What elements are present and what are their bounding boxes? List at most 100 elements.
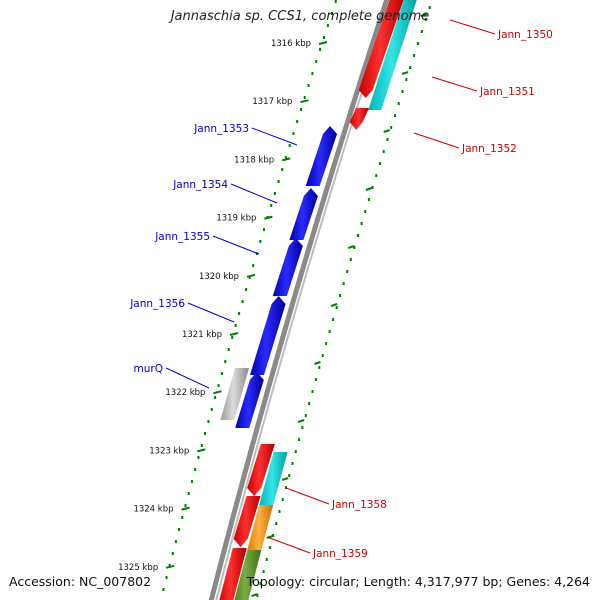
gene-jann-1359-hit bbox=[247, 505, 274, 550]
scale-dot bbox=[311, 390, 314, 393]
scale-dot bbox=[328, 330, 331, 333]
tick-label: 1321 kbp bbox=[182, 330, 222, 340]
tick-mark bbox=[229, 332, 239, 336]
scale-dot bbox=[210, 408, 213, 411]
scale-dot bbox=[162, 588, 165, 591]
scale-dot bbox=[307, 84, 310, 87]
scale-dot bbox=[349, 258, 352, 261]
scale-dot bbox=[304, 414, 307, 417]
gene-label: murQ bbox=[134, 363, 163, 375]
gene-jann-1352 bbox=[349, 108, 369, 130]
gene-jann-1358-hit bbox=[259, 452, 288, 505]
tick-label: 1319 kbp bbox=[216, 214, 256, 224]
scale-dot bbox=[319, 48, 322, 51]
gene-label: Jann_1358 bbox=[331, 499, 387, 511]
scale-dot bbox=[262, 570, 265, 573]
scale-dot bbox=[346, 270, 349, 273]
scale-dot bbox=[413, 54, 416, 57]
scale-dot bbox=[224, 360, 227, 363]
topology-text: Topology: circular; Length: 4,317,977 bp… bbox=[246, 574, 590, 589]
scale-dot bbox=[281, 168, 284, 171]
scale-dot bbox=[204, 432, 207, 435]
tick-mark bbox=[181, 506, 190, 511]
gene-jann-1350 bbox=[358, 0, 404, 98]
gene-leader-line bbox=[413, 132, 460, 149]
scale-dash bbox=[347, 245, 355, 249]
scale-dot bbox=[181, 516, 184, 519]
scale-dot bbox=[393, 114, 396, 117]
scale-dot bbox=[190, 480, 193, 483]
scale-dot bbox=[311, 72, 314, 75]
scale-dot bbox=[401, 90, 404, 93]
scale-dot bbox=[390, 126, 393, 129]
gene-leader-line bbox=[230, 183, 278, 204]
kbp-scale: 1316 kbp 1317 kbp 1318 kbp 1319 kbp 1320 kbp… bbox=[118, 39, 328, 573]
scale-dot bbox=[278, 510, 281, 513]
scale-dot bbox=[268, 546, 271, 549]
tick-dots bbox=[162, 0, 431, 597]
scale-dash bbox=[383, 129, 391, 133]
gene-label: Jann_1356 bbox=[129, 298, 185, 310]
gene-jann-1353 bbox=[305, 126, 337, 186]
scale-dot bbox=[275, 522, 278, 525]
gene-leader-line bbox=[285, 487, 330, 505]
scale-dot bbox=[308, 402, 311, 405]
scale-dot bbox=[200, 444, 203, 447]
scale-dot bbox=[238, 312, 241, 315]
scale-dot bbox=[301, 426, 304, 429]
scale-dot bbox=[298, 438, 301, 441]
scale-dot bbox=[303, 96, 306, 99]
gene-jann-1354 bbox=[289, 188, 318, 240]
tick-label: 1320 kbp bbox=[199, 272, 239, 282]
scale-dot bbox=[318, 366, 321, 369]
gene-jann-1358 bbox=[247, 444, 275, 496]
tick-label: 1316 kbp bbox=[271, 39, 311, 49]
scale-dash bbox=[401, 71, 409, 75]
scale-dot bbox=[245, 288, 248, 291]
scale-dot bbox=[405, 78, 408, 81]
scale-dot bbox=[334, 0, 337, 3]
scale-dot bbox=[168, 564, 171, 567]
scale-dot bbox=[197, 456, 200, 459]
scale-dot bbox=[416, 42, 419, 45]
scale-dot bbox=[248, 276, 251, 279]
map-title: Jannaschia sp. CCS1, complete genome bbox=[170, 9, 430, 24]
scale-dot bbox=[330, 12, 333, 15]
scale-dot bbox=[364, 210, 367, 213]
scale-dot bbox=[231, 336, 234, 339]
gene-jann-1355 bbox=[272, 238, 303, 296]
gene-features bbox=[219, 0, 417, 600]
scale-dot bbox=[234, 324, 237, 327]
scale-dot bbox=[397, 102, 400, 105]
scale-dot bbox=[277, 180, 280, 183]
gene-leader-line bbox=[431, 76, 478, 92]
gene-leader-line bbox=[187, 302, 235, 323]
scale-dot bbox=[314, 378, 317, 381]
scale-dash bbox=[365, 187, 373, 191]
scale-dot bbox=[207, 420, 210, 423]
scale-dot bbox=[360, 222, 363, 225]
scale-dash bbox=[251, 593, 258, 597]
tick-mark bbox=[197, 448, 206, 453]
scale-dot bbox=[227, 348, 230, 351]
scale-dot bbox=[272, 534, 275, 537]
scale-dot bbox=[371, 186, 374, 189]
tick-label: 1324 kbp bbox=[133, 505, 173, 515]
scale-dot bbox=[428, 6, 431, 9]
gene-label: Jann_1355 bbox=[154, 231, 210, 243]
scale-dot bbox=[184, 504, 187, 507]
scale-dot bbox=[273, 192, 276, 195]
scale-dot bbox=[252, 264, 255, 267]
gene-labels: Jann_1350 Jann_1351 Jann_1352 Jann_1353 Jann… bbox=[129, 19, 553, 560]
gene-label: Jann_1359 bbox=[312, 548, 368, 560]
scale-dot bbox=[332, 318, 335, 321]
scale-dot bbox=[281, 498, 284, 501]
scale-dot bbox=[382, 150, 385, 153]
accession-text: Accession: NC_007802 bbox=[9, 574, 152, 589]
scale-dot bbox=[356, 234, 359, 237]
scale-dot bbox=[171, 552, 174, 555]
scale-dot bbox=[288, 144, 291, 147]
scale-dot bbox=[292, 132, 295, 135]
tick-mark bbox=[300, 99, 309, 104]
